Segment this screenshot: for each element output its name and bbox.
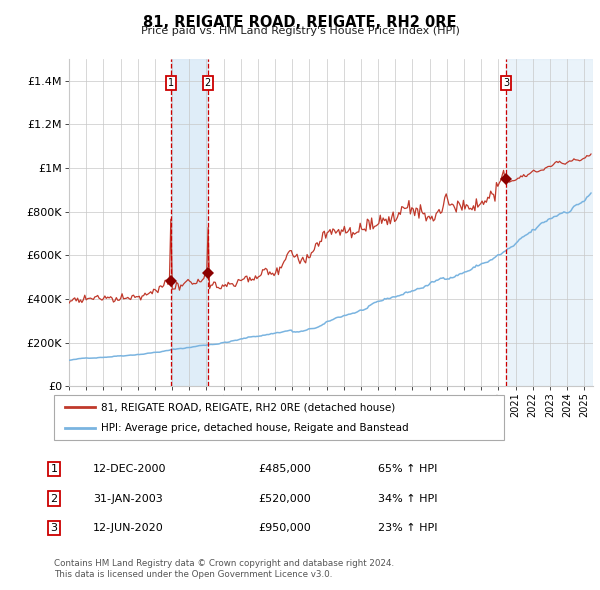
Text: Contains HM Land Registry data © Crown copyright and database right 2024.: Contains HM Land Registry data © Crown c… <box>54 559 394 568</box>
Text: £485,000: £485,000 <box>258 464 311 474</box>
Text: 12-DEC-2000: 12-DEC-2000 <box>93 464 167 474</box>
Bar <box>506 59 593 386</box>
Text: 2: 2 <box>50 494 58 503</box>
Text: 81, REIGATE ROAD, REIGATE, RH2 0RE (detached house): 81, REIGATE ROAD, REIGATE, RH2 0RE (deta… <box>101 402 395 412</box>
FancyBboxPatch shape <box>54 395 504 440</box>
Text: £520,000: £520,000 <box>258 494 311 503</box>
Text: This data is licensed under the Open Government Licence v3.0.: This data is licensed under the Open Gov… <box>54 570 332 579</box>
Text: 2: 2 <box>205 78 211 88</box>
Text: 65% ↑ HPI: 65% ↑ HPI <box>378 464 437 474</box>
Text: 34% ↑ HPI: 34% ↑ HPI <box>378 494 437 503</box>
Text: 1: 1 <box>168 78 174 88</box>
Text: £950,000: £950,000 <box>258 523 311 533</box>
Text: HPI: Average price, detached house, Reigate and Banstead: HPI: Average price, detached house, Reig… <box>101 424 409 434</box>
Text: 81, REIGATE ROAD, REIGATE, RH2 0RE: 81, REIGATE ROAD, REIGATE, RH2 0RE <box>143 15 457 30</box>
Bar <box>171 59 208 386</box>
Text: 23% ↑ HPI: 23% ↑ HPI <box>378 523 437 533</box>
Text: 12-JUN-2020: 12-JUN-2020 <box>93 523 164 533</box>
Text: Price paid vs. HM Land Registry's House Price Index (HPI): Price paid vs. HM Land Registry's House … <box>140 26 460 36</box>
Text: 31-JAN-2003: 31-JAN-2003 <box>93 494 163 503</box>
Text: 3: 3 <box>503 78 509 88</box>
Text: 1: 1 <box>50 464 58 474</box>
Text: 3: 3 <box>50 523 58 533</box>
